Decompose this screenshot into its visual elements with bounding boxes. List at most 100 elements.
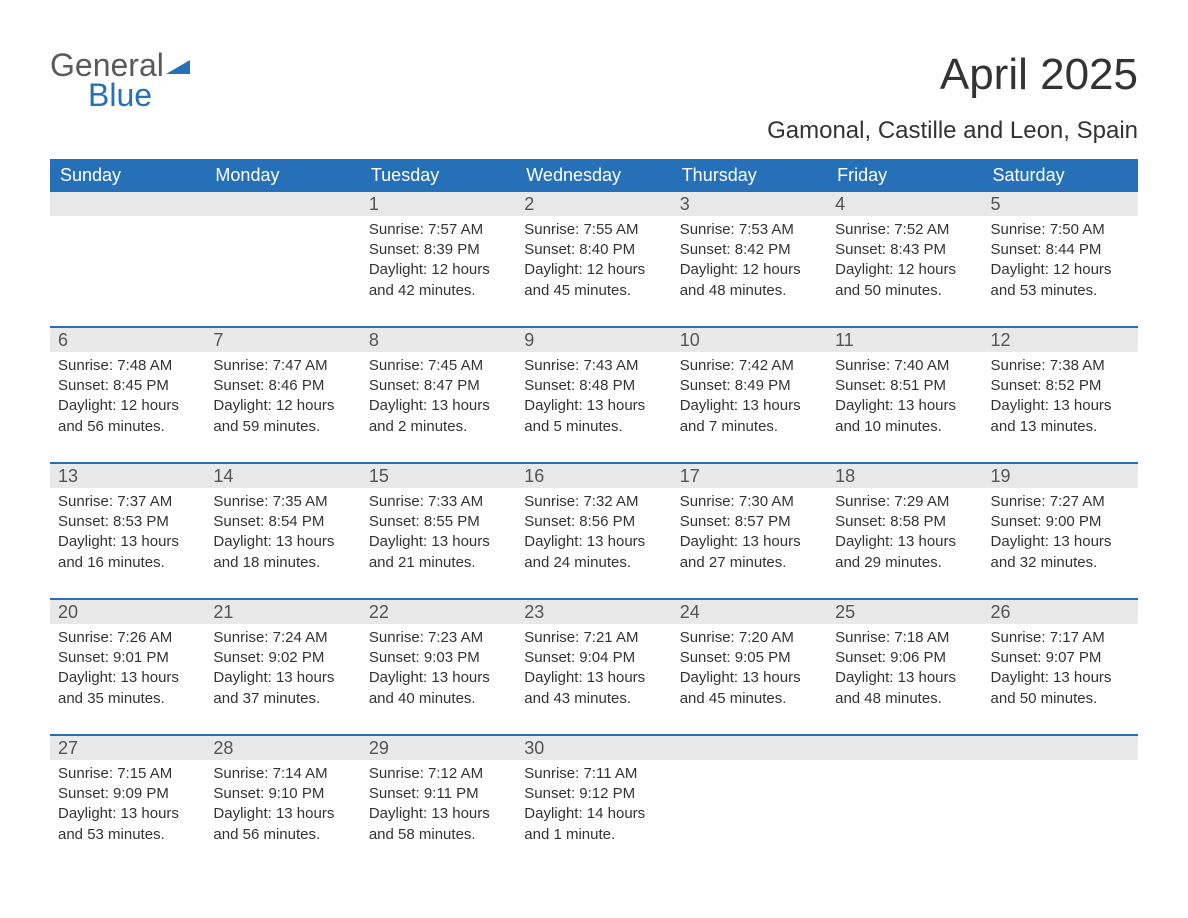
sunset-text: Sunset: 8:51 PM	[835, 376, 974, 396]
calendar-cell: 29Sunrise: 7:12 AMSunset: 9:11 PMDayligh…	[361, 736, 516, 856]
day-body: Sunrise: 7:17 AMSunset: 9:07 PMDaylight:…	[983, 624, 1138, 715]
day-number: 24	[672, 600, 827, 624]
sunset-text: Sunset: 8:49 PM	[680, 376, 819, 396]
day-body: Sunrise: 7:23 AMSunset: 9:03 PMDaylight:…	[361, 624, 516, 715]
day-body: Sunrise: 7:15 AMSunset: 9:09 PMDaylight:…	[50, 760, 205, 851]
sunrise-text: Sunrise: 7:50 AM	[991, 220, 1130, 240]
calendar-cell: 21Sunrise: 7:24 AMSunset: 9:02 PMDayligh…	[205, 600, 360, 720]
day-header: Wednesday	[516, 159, 671, 192]
page-subtitle: Gamonal, Castille and Leon, Spain	[50, 117, 1138, 145]
day-number: 17	[672, 464, 827, 488]
week-row: 1Sunrise: 7:57 AMSunset: 8:39 PMDaylight…	[50, 192, 1138, 312]
day-number: 18	[827, 464, 982, 488]
sunset-text: Sunset: 9:04 PM	[524, 648, 663, 668]
daylight-text: Daylight: 13 hours and 21 minutes.	[369, 532, 508, 573]
day-number: 5	[983, 192, 1138, 216]
sunset-text: Sunset: 8:42 PM	[680, 240, 819, 260]
sunset-text: Sunset: 8:52 PM	[991, 376, 1130, 396]
calendar-cell: 19Sunrise: 7:27 AMSunset: 9:00 PMDayligh…	[983, 464, 1138, 584]
sunrise-text: Sunrise: 7:55 AM	[524, 220, 663, 240]
day-header: Friday	[827, 159, 982, 192]
sunrise-text: Sunrise: 7:26 AM	[58, 628, 197, 648]
calendar-cell: 17Sunrise: 7:30 AMSunset: 8:57 PMDayligh…	[672, 464, 827, 584]
flag-icon	[164, 50, 192, 80]
calendar-cell: 24Sunrise: 7:20 AMSunset: 9:05 PMDayligh…	[672, 600, 827, 720]
day-number	[50, 192, 205, 216]
daylight-text: Daylight: 13 hours and 24 minutes.	[524, 532, 663, 573]
calendar-cell: 27Sunrise: 7:15 AMSunset: 9:09 PMDayligh…	[50, 736, 205, 856]
day-body: Sunrise: 7:18 AMSunset: 9:06 PMDaylight:…	[827, 624, 982, 715]
day-header: Sunday	[50, 159, 205, 192]
day-number: 27	[50, 736, 205, 760]
day-body: Sunrise: 7:11 AMSunset: 9:12 PMDaylight:…	[516, 760, 671, 851]
day-number: 7	[205, 328, 360, 352]
day-body: Sunrise: 7:27 AMSunset: 9:00 PMDaylight:…	[983, 488, 1138, 579]
calendar-cell: 2Sunrise: 7:55 AMSunset: 8:40 PMDaylight…	[516, 192, 671, 312]
sunset-text: Sunset: 8:45 PM	[58, 376, 197, 396]
day-body: Sunrise: 7:55 AMSunset: 8:40 PMDaylight:…	[516, 216, 671, 307]
day-body: Sunrise: 7:50 AMSunset: 8:44 PMDaylight:…	[983, 216, 1138, 307]
day-number: 14	[205, 464, 360, 488]
sunset-text: Sunset: 8:46 PM	[213, 376, 352, 396]
week-row: 27Sunrise: 7:15 AMSunset: 9:09 PMDayligh…	[50, 734, 1138, 856]
sunset-text: Sunset: 9:07 PM	[991, 648, 1130, 668]
sunrise-text: Sunrise: 7:23 AM	[369, 628, 508, 648]
calendar-cell: 7Sunrise: 7:47 AMSunset: 8:46 PMDaylight…	[205, 328, 360, 448]
day-body: Sunrise: 7:53 AMSunset: 8:42 PMDaylight:…	[672, 216, 827, 307]
sunrise-text: Sunrise: 7:47 AM	[213, 356, 352, 376]
sunrise-text: Sunrise: 7:18 AM	[835, 628, 974, 648]
sunrise-text: Sunrise: 7:29 AM	[835, 492, 974, 512]
calendar-cell	[672, 736, 827, 856]
logo-text-blue: Blue	[88, 77, 152, 113]
sunrise-text: Sunrise: 7:33 AM	[369, 492, 508, 512]
daylight-text: Daylight: 13 hours and 29 minutes.	[835, 532, 974, 573]
daylight-text: Daylight: 13 hours and 2 minutes.	[369, 396, 508, 437]
day-body: Sunrise: 7:43 AMSunset: 8:48 PMDaylight:…	[516, 352, 671, 443]
day-number: 20	[50, 600, 205, 624]
day-number: 3	[672, 192, 827, 216]
sunset-text: Sunset: 8:54 PM	[213, 512, 352, 532]
day-body: Sunrise: 7:14 AMSunset: 9:10 PMDaylight:…	[205, 760, 360, 851]
daylight-text: Daylight: 13 hours and 7 minutes.	[680, 396, 819, 437]
day-body: Sunrise: 7:47 AMSunset: 8:46 PMDaylight:…	[205, 352, 360, 443]
day-number: 6	[50, 328, 205, 352]
daylight-text: Daylight: 13 hours and 48 minutes.	[835, 668, 974, 709]
sunset-text: Sunset: 8:53 PM	[58, 512, 197, 532]
daylight-text: Daylight: 12 hours and 59 minutes.	[213, 396, 352, 437]
calendar-cell	[50, 192, 205, 312]
day-body: Sunrise: 7:37 AMSunset: 8:53 PMDaylight:…	[50, 488, 205, 579]
day-body: Sunrise: 7:35 AMSunset: 8:54 PMDaylight:…	[205, 488, 360, 579]
day-body: Sunrise: 7:57 AMSunset: 8:39 PMDaylight:…	[361, 216, 516, 307]
calendar-cell: 18Sunrise: 7:29 AMSunset: 8:58 PMDayligh…	[827, 464, 982, 584]
day-number: 22	[361, 600, 516, 624]
logo: General Blue	[50, 50, 192, 111]
sunset-text: Sunset: 9:12 PM	[524, 784, 663, 804]
day-number: 10	[672, 328, 827, 352]
day-body: Sunrise: 7:26 AMSunset: 9:01 PMDaylight:…	[50, 624, 205, 715]
calendar-cell: 30Sunrise: 7:11 AMSunset: 9:12 PMDayligh…	[516, 736, 671, 856]
calendar-cell: 14Sunrise: 7:35 AMSunset: 8:54 PMDayligh…	[205, 464, 360, 584]
sunrise-text: Sunrise: 7:12 AM	[369, 764, 508, 784]
daylight-text: Daylight: 13 hours and 43 minutes.	[524, 668, 663, 709]
daylight-text: Daylight: 13 hours and 18 minutes.	[213, 532, 352, 573]
calendar-cell: 8Sunrise: 7:45 AMSunset: 8:47 PMDaylight…	[361, 328, 516, 448]
calendar-cell: 20Sunrise: 7:26 AMSunset: 9:01 PMDayligh…	[50, 600, 205, 720]
week-row: 13Sunrise: 7:37 AMSunset: 8:53 PMDayligh…	[50, 462, 1138, 584]
day-body: Sunrise: 7:21 AMSunset: 9:04 PMDaylight:…	[516, 624, 671, 715]
daylight-text: Daylight: 12 hours and 45 minutes.	[524, 260, 663, 301]
daylight-text: Daylight: 12 hours and 53 minutes.	[991, 260, 1130, 301]
daylight-text: Daylight: 13 hours and 10 minutes.	[835, 396, 974, 437]
sunrise-text: Sunrise: 7:52 AM	[835, 220, 974, 240]
calendar-cell: 22Sunrise: 7:23 AMSunset: 9:03 PMDayligh…	[361, 600, 516, 720]
sunrise-text: Sunrise: 7:15 AM	[58, 764, 197, 784]
calendar-cell	[983, 736, 1138, 856]
sunrise-text: Sunrise: 7:17 AM	[991, 628, 1130, 648]
sunset-text: Sunset: 9:01 PM	[58, 648, 197, 668]
day-number: 1	[361, 192, 516, 216]
sunrise-text: Sunrise: 7:57 AM	[369, 220, 508, 240]
calendar-cell: 26Sunrise: 7:17 AMSunset: 9:07 PMDayligh…	[983, 600, 1138, 720]
day-body: Sunrise: 7:32 AMSunset: 8:56 PMDaylight:…	[516, 488, 671, 579]
calendar-cell	[205, 192, 360, 312]
daylight-text: Daylight: 13 hours and 27 minutes.	[680, 532, 819, 573]
sunrise-text: Sunrise: 7:14 AM	[213, 764, 352, 784]
